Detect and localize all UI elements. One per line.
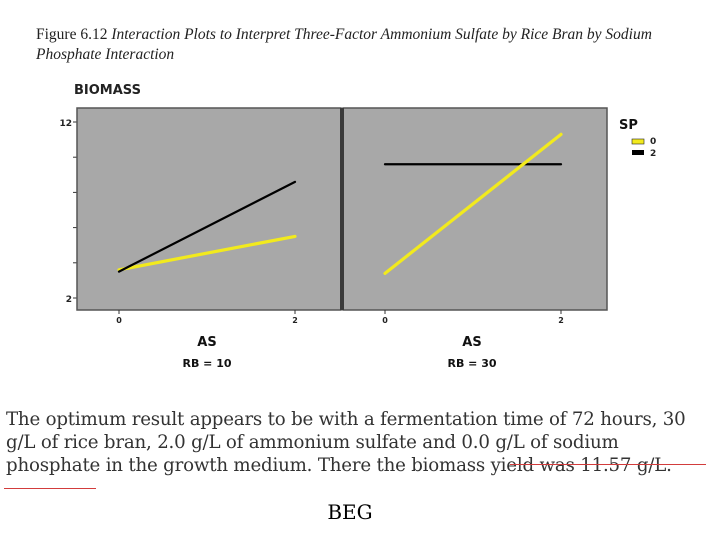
panel-subtitle-left: RB = 10 (182, 357, 231, 370)
series-line-sp-0-rb10 (117, 234, 297, 272)
series-line-sp-0-rb30 (383, 132, 563, 275)
plot-frame (76, 107, 608, 311)
y-tick-label-bottom: 2 (66, 295, 72, 305)
annotation-underline-continued (4, 488, 96, 489)
legend-label-2: 2 (650, 149, 656, 159)
x-axes: 0 2 0 2 (116, 310, 564, 325)
annotation-underline (510, 464, 706, 465)
figure-label: Figure 6.12 (36, 26, 108, 43)
panel-labels: AS RB = 10 AS RB = 30 (182, 335, 496, 370)
x-tick-label: 0 (116, 316, 122, 325)
legend-swatch-2 (632, 150, 644, 155)
series-line-sp-2-rb10 (117, 180, 297, 273)
y-axis: 12 2 (59, 119, 77, 305)
x-axis-title-left: AS (197, 335, 216, 350)
panel-background-left (76, 107, 342, 311)
x-axis-title-right: AS (462, 335, 481, 350)
footer-label: BEG (327, 500, 373, 524)
series-layer (117, 132, 563, 275)
y-axis-title: BIOMASS (74, 83, 141, 98)
panel-subtitle-right: RB = 30 (447, 357, 496, 370)
x-tick-label: 0 (382, 316, 388, 325)
panel-divider (340, 108, 344, 310)
legend: SP 0 2 (619, 118, 656, 159)
x-tick-label: 2 (292, 316, 298, 325)
legend-title: SP (619, 118, 638, 133)
legend-swatch-0 (631, 138, 645, 145)
panel-background-right (342, 107, 608, 311)
conclusion-paragraph: The optimum result appears to be with a … (6, 409, 686, 476)
x-tick-label: 2 (558, 316, 564, 325)
figure-caption: Figure 6.12 Interaction Plots to Interpr… (36, 25, 706, 65)
y-tick-label-top: 12 (59, 119, 72, 129)
legend-label-0: 0 (650, 137, 656, 147)
figure-caption-text: Interaction Plots to Interpret Three-Fac… (36, 26, 652, 63)
